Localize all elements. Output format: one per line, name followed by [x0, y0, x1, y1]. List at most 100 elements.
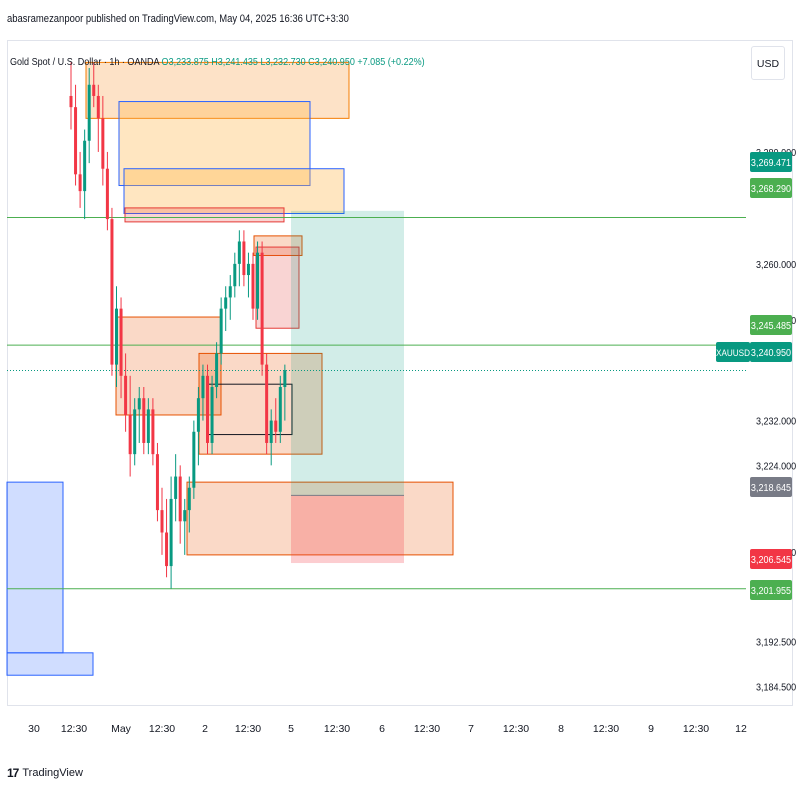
symbol-legend[interactable]: Gold Spot / U.S. Dollar · 1h · OANDA O3,…	[10, 56, 425, 68]
candle-body	[233, 263, 237, 287]
horizontal-levels	[7, 216, 746, 590]
candle-body	[269, 420, 273, 443]
ohlc-values: O3,233.875 H3,241.435 L3,232.730 C3,240.…	[161, 56, 425, 68]
symbol-description: Gold Spot / U.S. Dollar · 1h · OANDA	[10, 56, 160, 68]
candles-layer	[69, 62, 287, 589]
candle-body	[74, 107, 78, 175]
candle-body	[242, 241, 246, 276]
price-label-text: 3,201.955	[751, 585, 792, 597]
zone-box	[118, 101, 311, 187]
time-tick-label: 30	[28, 723, 40, 735]
time-tick-label: 12:30	[324, 723, 350, 735]
candle-body	[124, 375, 128, 415]
zone-box	[115, 316, 222, 416]
stop-zone	[291, 495, 404, 564]
long-position-tool	[291, 210, 404, 564]
candle-body	[224, 297, 228, 309]
price-label-text: 3,206.545	[751, 554, 792, 566]
zone-box	[6, 652, 94, 676]
candle-body	[87, 84, 91, 141]
time-tick-label: 12:30	[503, 723, 529, 735]
zone-box	[85, 61, 350, 119]
candle-body	[256, 252, 260, 309]
candle-body	[119, 308, 123, 376]
candle-body	[165, 532, 169, 567]
price-label-text: 3,218.645	[751, 482, 792, 494]
candle-body	[219, 308, 223, 354]
price-labels: 3,269.471 3,268.290 3,245.485 3,240.950XAUU…	[716, 152, 792, 600]
symbol-tag-box	[716, 342, 750, 362]
time-axis: 30 12:30 May 12:30 2 12:30 5 12:30 6 12:30 7 12:30 8…	[28, 723, 747, 735]
target-zone	[291, 210, 404, 496]
price-tick-label: 3,192.500	[756, 637, 797, 649]
time-tick-label: 12:30	[593, 723, 619, 735]
price-label-text: 3,245.485	[751, 320, 792, 332]
candle-body	[206, 375, 209, 443]
candle-body	[278, 386, 282, 432]
candle-body	[133, 409, 137, 455]
tradingview-footer[interactable]: 17 TradingView	[7, 766, 83, 780]
candle-body	[105, 168, 109, 220]
candle-body	[228, 286, 232, 298]
price-label-box	[750, 580, 792, 600]
candle-body	[83, 140, 87, 192]
candle-body	[265, 364, 269, 443]
price-label-text: 3,240.950	[751, 347, 792, 359]
candle-body	[69, 95, 73, 108]
price-label-box	[750, 549, 792, 569]
candle-body	[101, 118, 105, 169]
time-tick-label: 12:30	[235, 723, 261, 735]
candle-body	[251, 263, 255, 309]
candle-body	[146, 409, 150, 443]
price-label-box	[750, 152, 792, 172]
brand-name: TradingView	[22, 767, 83, 779]
candle-body	[174, 476, 178, 499]
candle-body	[115, 308, 118, 365]
currency-button[interactable]: USD	[751, 46, 785, 80]
price-tick-label: 3,184.500	[756, 682, 797, 694]
candle-body	[78, 174, 82, 192]
candle-body	[187, 487, 191, 511]
time-tick-label: 12	[735, 723, 747, 735]
time-tick-label: 5	[288, 723, 294, 735]
candle-body	[183, 510, 187, 522]
price-tick-label: 3,224.000	[756, 461, 797, 473]
zone-box	[6, 481, 64, 654]
time-tick-label: May	[111, 723, 132, 735]
zone-box	[186, 481, 454, 556]
time-tick-label: 12:30	[149, 723, 175, 735]
price-label-text: 3,268.290	[751, 183, 792, 195]
candle-body	[110, 219, 114, 365]
candle-body	[215, 353, 219, 387]
candle-body	[92, 84, 96, 96]
time-tick-label: 8	[558, 723, 564, 735]
price-label-box	[750, 315, 792, 335]
candle-body	[142, 398, 146, 443]
candle-body	[128, 414, 132, 455]
zone-box	[253, 235, 303, 256]
candle-body	[151, 409, 155, 455]
candle-body	[155, 454, 159, 511]
time-tick-label: 9	[648, 723, 654, 735]
price-label-text: 3,269.471	[751, 157, 791, 169]
tradingview-logo-icon: 17	[7, 766, 19, 780]
time-tick-label: 12:30	[683, 723, 709, 735]
price-label-box	[750, 178, 792, 198]
time-tick-label: 6	[379, 723, 385, 735]
candle-body	[192, 431, 196, 488]
price-tick-label: 3,232.000	[756, 416, 797, 428]
candle-body	[196, 398, 200, 432]
candle-body	[137, 398, 141, 410]
zone-box	[124, 207, 285, 223]
time-tick-label: 12:30	[61, 723, 87, 735]
time-tick-label: 7	[468, 723, 474, 735]
price-axis: 3,280.0003,260.0003,250.0003,232.0003,22…	[756, 147, 797, 693]
price-label-box	[750, 477, 792, 497]
chart-pane[interactable]	[7, 40, 793, 706]
time-tick-label: 2	[202, 723, 208, 735]
candle-body	[201, 375, 205, 399]
candle-body	[274, 420, 278, 432]
price-label-box	[750, 342, 792, 362]
candle-body	[160, 510, 164, 533]
